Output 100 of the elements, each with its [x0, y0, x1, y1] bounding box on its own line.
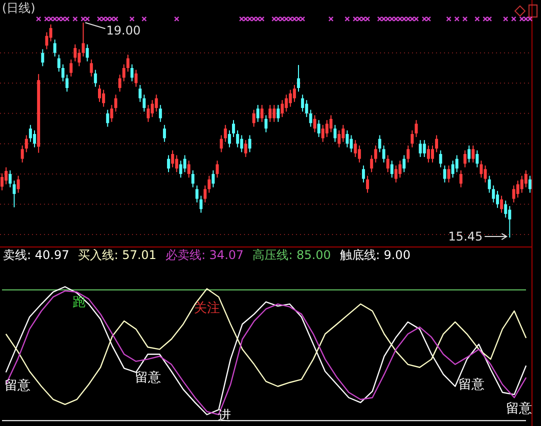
candlestick [439, 150, 442, 168]
candlestick [276, 104, 280, 122]
candlestick [484, 164, 487, 183]
candlestick [110, 104, 114, 122]
candlestick [370, 154, 374, 173]
candlestick [414, 120, 418, 138]
candlestick [187, 160, 190, 178]
candlestick [496, 190, 499, 208]
candlestick [66, 74, 69, 92]
candlestick [240, 134, 244, 153]
candlestick [4, 166, 8, 185]
candlestick [520, 175, 524, 194]
candlestick [260, 104, 264, 122]
candlestick [122, 64, 126, 82]
candlestick [138, 84, 142, 102]
annotation: 关注 [194, 301, 220, 316]
candlestick [150, 100, 154, 118]
candlestick [158, 104, 162, 122]
candlestick [447, 164, 450, 183]
candlestick [204, 184, 207, 203]
annotation: 跑 [72, 294, 86, 310]
candlestick [268, 104, 272, 122]
candlestick [200, 195, 203, 214]
candlestick [325, 120, 328, 138]
candlestick [98, 84, 101, 102]
candlestick [410, 130, 414, 148]
candlestick [195, 184, 198, 203]
candlestick [504, 200, 508, 218]
candlestick [146, 104, 150, 122]
candlestick [472, 145, 475, 163]
candlestick [191, 170, 194, 188]
text: 触底线: 9.00 [340, 248, 410, 262]
candlestick [248, 134, 252, 153]
text: 高压线: 85.00 [252, 248, 331, 262]
candlestick [16, 175, 20, 194]
candlestick [516, 180, 520, 198]
candlestick [57, 54, 60, 72]
candlestick [390, 160, 394, 178]
candlestick [382, 145, 386, 163]
candlestick [126, 54, 130, 72]
candlestick [212, 170, 215, 188]
candlestick [86, 44, 89, 62]
candlestick [288, 89, 292, 108]
candlestick [82, 22, 85, 58]
candlestick [216, 160, 219, 178]
candlestick [70, 59, 73, 77]
candlestick [12, 180, 16, 208]
candlestick [366, 175, 370, 194]
candlestick [528, 175, 532, 194]
candlestick [24, 134, 28, 153]
candlestick [406, 145, 410, 163]
candlestick [228, 130, 231, 148]
candlestick [455, 154, 458, 173]
candlestick [118, 74, 122, 92]
candlestick [394, 164, 398, 183]
candlestick [33, 130, 36, 148]
candlestick [309, 109, 312, 128]
candlestick [358, 145, 361, 163]
candlestick [244, 140, 248, 158]
candlestick [183, 154, 186, 173]
candlestick [232, 120, 236, 138]
candlestick [329, 114, 332, 133]
candlestick [480, 160, 483, 178]
candlestick [508, 206, 512, 238]
candlestick [296, 64, 300, 92]
candlestick [292, 84, 296, 102]
candlestick [492, 184, 495, 203]
candlestick [167, 154, 170, 173]
candlestick [106, 109, 110, 128]
candlestick [402, 154, 406, 173]
candlestick [317, 120, 320, 138]
candlestick [422, 140, 426, 158]
candlestick [354, 140, 357, 158]
candlestick [463, 150, 466, 168]
candlestick [435, 134, 438, 153]
candlestick [500, 195, 504, 214]
candlestick [256, 104, 260, 122]
candlestick [142, 94, 146, 112]
candlestick [468, 145, 471, 163]
candlestick [334, 124, 337, 142]
candlestick [224, 124, 227, 142]
candlestick [236, 130, 240, 148]
candlestick [459, 170, 462, 188]
candlestick [130, 64, 134, 82]
candlestick [175, 154, 178, 173]
candlestick [94, 69, 97, 88]
candlestick [114, 94, 118, 112]
candlestick [386, 154, 390, 173]
candlestick [512, 184, 516, 203]
chart-title: (日线) [2, 1, 36, 15]
candlestick [451, 160, 454, 178]
candlestick [49, 24, 52, 42]
candlestick [280, 100, 284, 118]
candlestick [102, 89, 106, 108]
candlestick [179, 160, 182, 178]
candlestick [53, 39, 56, 58]
candlestick [342, 124, 345, 142]
annotation: 留意 [458, 377, 485, 392]
candlestick [264, 114, 268, 133]
candlestick [134, 69, 138, 88]
